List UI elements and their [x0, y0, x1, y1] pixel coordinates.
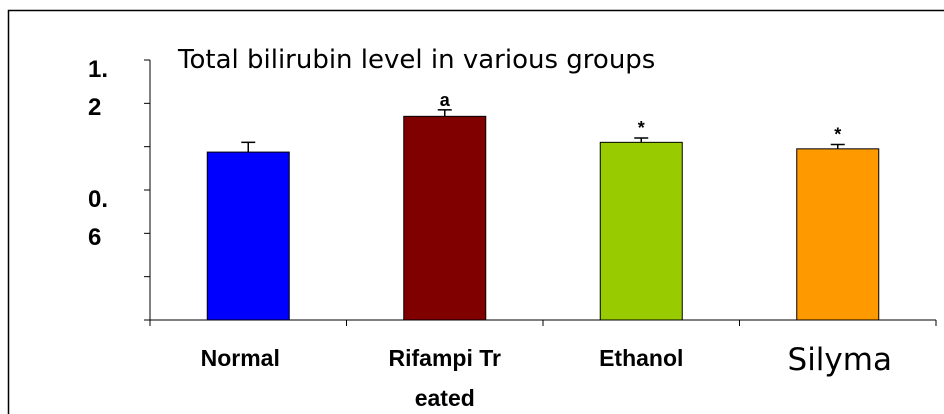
bar	[403, 115, 487, 321]
y-tick-label: 1.2	[88, 56, 109, 121]
x-tick-label: Rifampi Treated	[388, 345, 501, 411]
bar	[206, 151, 290, 321]
bar-annotation: *	[638, 118, 645, 138]
frame	[7, 9, 944, 414]
x-tick-label: Ethanol	[599, 345, 684, 371]
chart-title: Total bilirubin level in various groups	[177, 45, 655, 75]
y-tick-label: 0.6	[88, 186, 109, 251]
bar-annotation: a	[440, 90, 451, 110]
bar-annotation: *	[834, 125, 841, 145]
x-tick-label: Silyma	[787, 342, 892, 378]
bar	[599, 141, 683, 321]
x-tick-label: Normal	[200, 345, 280, 371]
bar	[796, 148, 880, 321]
